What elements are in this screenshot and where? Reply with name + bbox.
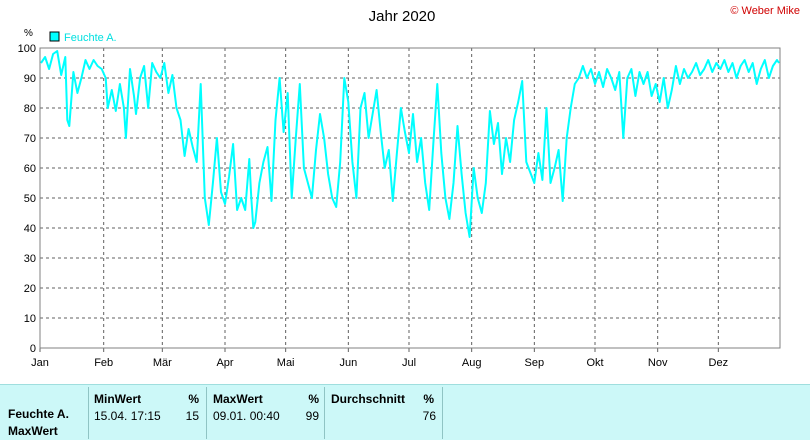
y-tick-label: 20 (24, 283, 36, 295)
y-unit-label: % (24, 28, 33, 39)
min-column: MinWert % 15.04. 17:15 15 (88, 387, 207, 439)
x-tick-label: Mai (277, 357, 295, 369)
min-value: 15 (185, 409, 199, 423)
x-tick-label: Dez (709, 357, 729, 369)
grid (40, 48, 780, 348)
x-tick-label: Jun (339, 357, 357, 369)
x-tick-label: Jan (31, 357, 49, 369)
stats-row-label: Feuchte A. (8, 407, 69, 421)
x-tick-label: Aug (462, 357, 482, 369)
avg-header: Durchschnitt (331, 392, 406, 406)
max-header: MaxWert (213, 392, 263, 406)
x-tick-label: Okt (586, 357, 603, 369)
y-tick-label: 0 (30, 343, 36, 355)
stats-row-label-2: MaxWert (8, 424, 58, 438)
x-tick-label: Sep (525, 357, 545, 369)
min-unit: % (188, 392, 199, 406)
y-tick-label: 60 (24, 163, 36, 175)
max-unit: % (308, 392, 319, 406)
min-header: MinWert (94, 392, 142, 406)
x-tick-label: Feb (94, 357, 113, 369)
y-tick-label: 100 (18, 43, 36, 55)
y-tick-label: 10 (24, 313, 36, 325)
humidity-chart: Jahr 2020 © Weber Mike % Feuchte A. 0 10 2… (18, 5, 800, 369)
y-tick-label: 30 (24, 253, 36, 265)
x-tick-label: Apr (216, 357, 233, 369)
y-tick-label: 80 (24, 103, 36, 115)
legend-label: Feuchte A. (64, 32, 117, 44)
min-time: 15.04. 17:15 (94, 409, 161, 423)
max-time: 09.01. 00:40 (213, 409, 280, 423)
max-column: MaxWert % 09.01. 00:40 99 (206, 387, 325, 439)
x-tick-label: Jul (402, 357, 416, 369)
x-tick-label: Mär (153, 357, 172, 369)
stats-panel: Feuchte A. MaxWert MinWert % 15.04. 17:1… (0, 384, 810, 440)
x-tick-label: Nov (648, 357, 668, 369)
y-tick-label: 70 (24, 133, 36, 145)
y-tick-label: 40 (24, 223, 36, 235)
plot-frame (39, 47, 781, 349)
max-value: 99 (305, 409, 319, 423)
y-tick-label: 90 (24, 73, 36, 85)
y-tick-label: 50 (24, 193, 36, 205)
chart-title: Jahr 2020 (369, 8, 436, 25)
copyright-label: © Weber Mike (730, 5, 800, 17)
avg-unit: % (423, 392, 434, 406)
series-line-feuchte (40, 50, 780, 238)
x-axis-ticks: Jan Feb Mär Apr Mai Jun Jul Aug Sep Okt Nov Dez (31, 348, 728, 369)
avg-column: Durchschnitt % 76 (324, 387, 443, 439)
avg-value: 76 (422, 409, 436, 423)
legend-swatch (49, 31, 60, 42)
y-axis-ticks: 0 10 20 30 40 50 60 70 80 90 100 (18, 43, 36, 355)
